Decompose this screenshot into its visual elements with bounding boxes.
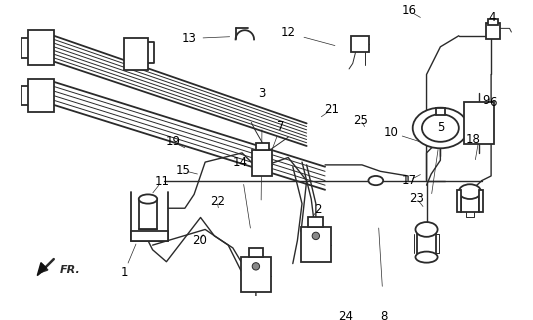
Bar — [248, 248, 263, 257]
Text: 4: 4 — [488, 11, 496, 24]
Bar — [28, 30, 54, 65]
Text: 14: 14 — [233, 156, 248, 169]
Bar — [351, 36, 369, 52]
Bar — [464, 102, 494, 144]
Bar — [417, 229, 436, 257]
Bar — [241, 257, 271, 292]
Text: 21: 21 — [324, 103, 339, 116]
Ellipse shape — [413, 108, 468, 148]
Text: 7: 7 — [277, 120, 285, 133]
Text: 25: 25 — [353, 114, 368, 127]
Text: 19: 19 — [165, 135, 180, 148]
Text: 18: 18 — [465, 132, 480, 146]
Bar — [301, 227, 330, 262]
Ellipse shape — [368, 176, 383, 185]
Text: 12: 12 — [281, 27, 296, 39]
Ellipse shape — [415, 222, 438, 237]
Ellipse shape — [252, 263, 260, 270]
Text: 22: 22 — [209, 195, 224, 208]
Bar — [457, 190, 461, 212]
Ellipse shape — [415, 252, 438, 263]
Bar — [461, 192, 479, 212]
Text: 16: 16 — [401, 4, 416, 17]
Polygon shape — [37, 263, 46, 276]
Bar — [124, 37, 148, 70]
Bar — [479, 190, 483, 212]
Text: 10: 10 — [384, 126, 399, 139]
Bar — [28, 79, 54, 112]
Text: 9: 9 — [482, 94, 489, 107]
Text: 6: 6 — [489, 96, 497, 109]
Text: 5: 5 — [438, 121, 445, 133]
Text: 2: 2 — [314, 203, 321, 216]
Bar — [436, 108, 445, 115]
Ellipse shape — [139, 195, 157, 204]
Bar — [486, 23, 500, 39]
Bar — [131, 231, 168, 241]
Text: 24: 24 — [338, 310, 353, 320]
Bar — [309, 218, 323, 227]
Text: FR.: FR. — [59, 265, 80, 275]
Ellipse shape — [459, 184, 481, 199]
Text: 13: 13 — [182, 32, 197, 45]
Text: 17: 17 — [401, 174, 416, 187]
Text: 15: 15 — [175, 164, 190, 177]
Text: 23: 23 — [409, 192, 424, 204]
Text: 1: 1 — [120, 266, 128, 279]
Bar — [139, 199, 157, 228]
Ellipse shape — [422, 114, 459, 142]
Bar — [256, 143, 269, 150]
Text: 20: 20 — [192, 234, 207, 247]
Text: 11: 11 — [155, 175, 169, 188]
Text: 8: 8 — [381, 310, 388, 320]
Text: 3: 3 — [259, 87, 266, 100]
Ellipse shape — [312, 232, 320, 240]
Bar — [488, 19, 498, 25]
Bar — [252, 150, 272, 176]
